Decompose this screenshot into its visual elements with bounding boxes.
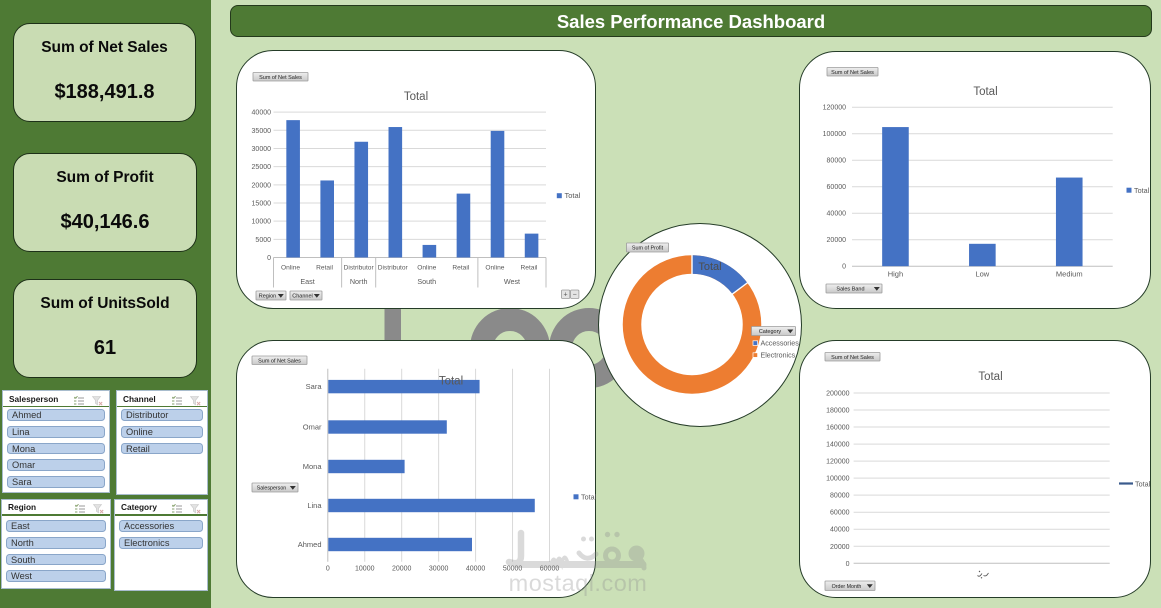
svg-text:40000: 40000 bbox=[466, 566, 486, 573]
svg-text:60000: 60000 bbox=[827, 184, 847, 191]
svg-text:Sum of Net Sales: Sum of Net Sales bbox=[831, 355, 874, 361]
svg-text:Total: Total bbox=[404, 91, 428, 103]
svg-text:40000: 40000 bbox=[827, 211, 847, 218]
svg-text:20000: 20000 bbox=[392, 566, 412, 573]
svg-text:15000: 15000 bbox=[252, 200, 272, 207]
svg-text:Retail: Retail bbox=[316, 265, 333, 272]
svg-text:100000: 100000 bbox=[823, 131, 846, 138]
svg-text:10000: 10000 bbox=[252, 219, 272, 226]
svg-text:120000: 120000 bbox=[826, 459, 849, 466]
svg-text:80000: 80000 bbox=[830, 493, 850, 500]
svg-text:South: South bbox=[417, 277, 436, 286]
svg-text:Online: Online bbox=[485, 265, 504, 272]
svg-text:Retail: Retail bbox=[521, 265, 538, 272]
svg-text:Channel: Channel bbox=[292, 294, 313, 300]
svg-text:Total: Total bbox=[565, 191, 581, 200]
svg-text:Sum of Net Sales: Sum of Net Sales bbox=[831, 70, 874, 76]
svg-text:Salesperson: Salesperson bbox=[257, 486, 286, 492]
svg-text:10000: 10000 bbox=[355, 566, 375, 573]
svg-text:140000: 140000 bbox=[826, 442, 849, 449]
svg-text:Total: Total bbox=[698, 261, 721, 273]
svg-text:100000: 100000 bbox=[826, 476, 849, 483]
svg-text:40000: 40000 bbox=[252, 110, 272, 117]
svg-text:80000: 80000 bbox=[827, 158, 847, 165]
svg-text:40000: 40000 bbox=[830, 527, 850, 534]
svg-text:120000: 120000 bbox=[823, 105, 846, 112]
svg-text:180000: 180000 bbox=[826, 408, 849, 415]
svg-text:Medium: Medium bbox=[1056, 270, 1083, 279]
svg-text:Retail: Retail bbox=[452, 265, 469, 272]
svg-text:Mona: Mona bbox=[303, 462, 323, 471]
svg-text:Sales Band: Sales Band bbox=[836, 287, 864, 293]
svg-text:Total: Total bbox=[581, 493, 597, 502]
svg-text:Electronics: Electronics bbox=[761, 351, 796, 359]
svg-text:+: + bbox=[564, 292, 568, 299]
svg-text:60000: 60000 bbox=[830, 510, 850, 517]
svg-text:200000: 200000 bbox=[826, 391, 849, 398]
svg-text:20000: 20000 bbox=[830, 544, 850, 551]
svg-text:Total: Total bbox=[978, 371, 1002, 383]
svg-text:Sum of Net Sales: Sum of Net Sales bbox=[259, 75, 302, 81]
svg-text:Sara: Sara bbox=[306, 382, 323, 391]
svg-text:0: 0 bbox=[326, 566, 330, 573]
svg-text:Sum of Profit: Sum of Profit bbox=[632, 246, 664, 252]
svg-text:Ahmed: Ahmed bbox=[298, 540, 322, 549]
svg-text:East: East bbox=[300, 277, 314, 286]
svg-text:Total: Total bbox=[1135, 479, 1151, 488]
svg-text:50000: 50000 bbox=[503, 566, 523, 573]
svg-text:25000: 25000 bbox=[252, 164, 272, 171]
svg-text:Accessories: Accessories bbox=[761, 339, 800, 347]
svg-text:Distributor: Distributor bbox=[378, 265, 409, 272]
svg-text:North: North bbox=[350, 277, 368, 286]
svg-text:Total: Total bbox=[1134, 186, 1150, 195]
svg-text:Order Month: Order Month bbox=[832, 584, 862, 590]
svg-text:Distributor: Distributor bbox=[344, 265, 375, 272]
svg-text:20000: 20000 bbox=[827, 237, 847, 244]
svg-text:60000: 60000 bbox=[540, 566, 560, 573]
svg-text:160000: 160000 bbox=[826, 425, 849, 432]
svg-text:−: − bbox=[573, 291, 577, 298]
svg-text:High: High bbox=[888, 270, 903, 279]
svg-text:Sum of Net Sales: Sum of Net Sales bbox=[258, 358, 301, 364]
svg-text:Region: Region bbox=[259, 294, 276, 300]
svg-text:mostaql.com: mostaql.com bbox=[509, 570, 648, 596]
svg-text:Online: Online bbox=[281, 265, 300, 272]
svg-text:West: West bbox=[504, 277, 520, 286]
svg-text:Lina: Lina bbox=[307, 501, 322, 510]
svg-text:0: 0 bbox=[846, 561, 850, 568]
svg-text:Total: Total bbox=[973, 86, 997, 98]
svg-text:30000: 30000 bbox=[429, 566, 449, 573]
svg-text:0: 0 bbox=[842, 264, 846, 271]
svg-text:Category: Category bbox=[759, 329, 782, 335]
svg-text:5000: 5000 bbox=[255, 237, 271, 244]
svg-text:35000: 35000 bbox=[252, 128, 272, 135]
svg-text:Omar: Omar bbox=[303, 423, 322, 432]
svg-text:20000: 20000 bbox=[252, 182, 272, 189]
svg-text:0: 0 bbox=[267, 255, 271, 262]
svg-text:Low: Low bbox=[975, 270, 989, 279]
svg-text:Online: Online bbox=[417, 265, 436, 272]
svg-text:Total: Total bbox=[439, 376, 463, 388]
svg-text:30000: 30000 bbox=[252, 146, 272, 153]
